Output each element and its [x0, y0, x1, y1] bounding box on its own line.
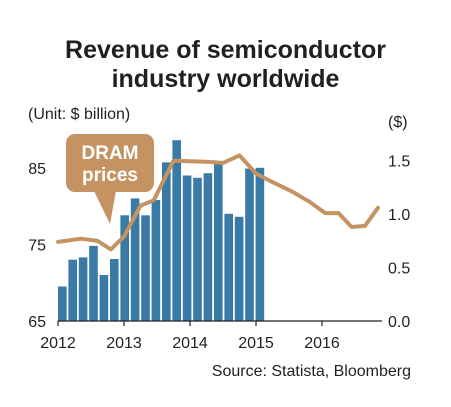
- bar-10: [151, 200, 161, 321]
- bar-20: [255, 167, 265, 321]
- bar-14: [193, 177, 202, 321]
- bar-11: [162, 162, 171, 321]
- y-right-tick-label-0.0: 0.0: [388, 314, 410, 331]
- x-tick-label-2014: 2014: [172, 335, 208, 352]
- y-left-tick-label-75: 75: [28, 237, 46, 254]
- bar-7: [120, 215, 129, 321]
- callout-label-line-1: DRAM: [82, 143, 139, 164]
- source-note: Source: Statista, Bloomberg: [211, 363, 411, 380]
- chart-title-line-1: Revenue of semiconductor: [65, 36, 386, 64]
- bar-16: [214, 164, 223, 321]
- left-axis-unit-label: (Unit: $ billion): [28, 106, 131, 123]
- y-right-tick-label-0.5: 0.5: [388, 261, 410, 278]
- callout-label-line-2: prices: [82, 165, 138, 186]
- y-left-tick-label-85: 85: [28, 161, 46, 178]
- bar-17: [224, 213, 233, 321]
- y-right-tick-label-1.5: 1.5: [388, 154, 410, 171]
- bar-12: [172, 140, 181, 321]
- bar-18: [234, 216, 244, 321]
- x-tick-label-2012: 2012: [40, 335, 76, 352]
- bar-5: [99, 275, 109, 321]
- bar-3: [78, 257, 88, 321]
- x-tick-label-2016: 2016: [304, 335, 340, 352]
- bar-19: [245, 168, 254, 321]
- x-tick-label-2013: 2013: [106, 335, 142, 352]
- y-right-tick-label-1.0: 1.0: [388, 207, 410, 224]
- callout-box: [66, 134, 154, 192]
- bar-8: [130, 198, 140, 321]
- right-axis-unit-label: ($): [388, 114, 408, 131]
- bar-2: [68, 259, 77, 321]
- bar-1: [58, 286, 67, 321]
- dram-price-line: [56, 153, 381, 252]
- bar-4: [89, 245, 98, 321]
- bar-9: [141, 215, 150, 321]
- chart-title-line-2: industry worldwide: [111, 65, 340, 93]
- bar-15: [203, 173, 213, 321]
- y-left-tick-label-65: 65: [28, 314, 46, 331]
- x-tick-label-2015: 2015: [238, 335, 274, 352]
- callout-pointer: [94, 191, 116, 224]
- bar-6: [110, 259, 119, 321]
- bar-13: [182, 175, 192, 321]
